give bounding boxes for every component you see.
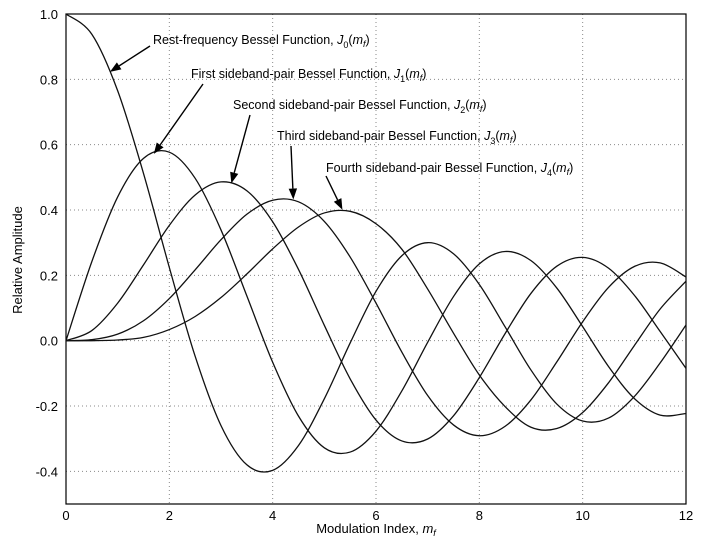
annotation-j0: Rest-frequency Bessel Function, J0(mf): [153, 33, 370, 50]
arrow-j2-line: [233, 114, 251, 174]
x-axis-label: Modulation Index, mf: [316, 521, 437, 538]
series-j2-line: [65, 181, 687, 444]
series-j4-line: [65, 209, 687, 431]
annotation-arrows: [109, 45, 343, 210]
x-tick-label: 0: [62, 508, 69, 523]
y-tick-label: 0.0: [40, 334, 58, 349]
x-tick-label: 8: [476, 508, 483, 523]
x-tick-label: 4: [269, 508, 276, 523]
curves: [65, 13, 687, 473]
annotation-j1: First sideband-pair Bessel Function, J1(…: [191, 67, 426, 84]
tick-labels: 0 2 4 6 8 10 12 -0.4 -0.2 0.0 0.2 0.4 0.6 0.8 1.0: [36, 7, 694, 523]
annotation-j2: Second sideband-pair Bessel Function, J2…: [233, 98, 487, 115]
y-tick-label: 0.6: [40, 138, 58, 153]
y-tick-label: -0.4: [36, 464, 58, 479]
arrow-j0-head: [109, 62, 122, 72]
annotation-j3: Third sideband-pair Bessel Function, J3(…: [277, 129, 517, 146]
series-j0-line: [65, 13, 687, 473]
series-j1-line: [65, 150, 687, 455]
x-tick-label: 2: [166, 508, 173, 523]
series-j3-line: [65, 198, 687, 437]
arrow-j1-line: [159, 83, 204, 146]
y-tick-label: 0.8: [40, 72, 58, 87]
arrow-j1-head: [153, 142, 164, 154]
grid: [66, 14, 686, 504]
arrow-j3-line: [290, 145, 294, 189]
y-tick-label: -0.2: [36, 399, 58, 414]
x-tick-label: 6: [372, 508, 379, 523]
y-tick-label: 0.4: [40, 203, 58, 218]
arrow-j4-head: [333, 198, 343, 210]
arrow-j0-line: [118, 45, 151, 67]
arrow-j3-head: [288, 188, 298, 200]
plot-frame: [65, 13, 687, 505]
y-tick-label: 0.2: [40, 268, 58, 283]
y-axis-label: Relative Amplitude: [10, 206, 25, 314]
x-tick-label: 10: [575, 508, 589, 523]
y-tick-label: 1.0: [40, 7, 58, 22]
arrow-j2-head: [230, 171, 239, 184]
x-tick-label: 12: [679, 508, 693, 523]
annotation-j4: Fourth sideband-pair Bessel Function, J4…: [326, 161, 573, 178]
annotations: Rest-frequency Bessel Function, J0(mf) Fi…: [153, 33, 573, 178]
arrow-j4-line: [325, 175, 339, 201]
